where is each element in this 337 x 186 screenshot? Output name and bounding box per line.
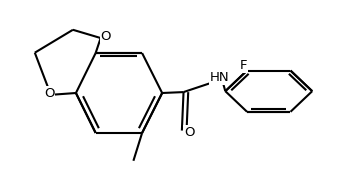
Text: HN: HN bbox=[210, 71, 229, 84]
Text: O: O bbox=[44, 86, 55, 100]
Text: O: O bbox=[100, 30, 111, 43]
Text: O: O bbox=[184, 126, 194, 139]
Text: F: F bbox=[240, 60, 247, 73]
